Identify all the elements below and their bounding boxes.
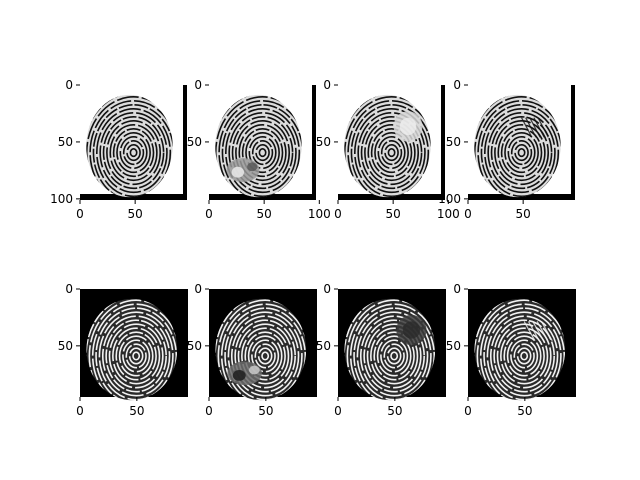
subplot-r1-c1: 0 50 0 50 100 xyxy=(50,78,187,221)
y-tick-label: 0 xyxy=(323,78,331,92)
y-tick-label: 50 xyxy=(58,339,73,353)
fingerprint-image xyxy=(344,298,436,401)
x-tick-label: 0 xyxy=(76,207,84,221)
y-tick-label: 50 xyxy=(187,135,202,149)
x-tick-label: 50 xyxy=(258,404,273,418)
y-tick-label: 50 xyxy=(316,135,331,149)
x-tick-label: 50 xyxy=(129,404,144,418)
subplot-r2-c3: 0 50 0 50 xyxy=(316,282,446,418)
fingerprint-image xyxy=(86,298,178,401)
x-tick-label: 0 xyxy=(334,207,342,221)
y-tick-label: 0 xyxy=(194,78,202,92)
x-tick-label: 50 xyxy=(387,404,402,418)
x-tick-label: 0 xyxy=(464,207,472,221)
fingerprint-image xyxy=(474,298,566,401)
y-tick-label: 0 xyxy=(65,78,73,92)
border-strip-right xyxy=(441,85,445,200)
y-tick-label: 50 xyxy=(58,135,73,149)
y-tick-label: 0 xyxy=(453,78,461,92)
subplot-r1-c3: 0 50 100 0 50 xyxy=(316,78,460,221)
x-tick-label: 100 xyxy=(308,207,331,221)
x-tick-label: 50 xyxy=(386,207,401,221)
x-tick-label: 0 xyxy=(76,404,84,418)
subplot-r2-c1: 0 50 0 50 xyxy=(58,282,188,418)
y-tick-label: 50 xyxy=(187,339,202,353)
y-tick-label: 0 xyxy=(194,282,202,296)
fingerprint-image xyxy=(474,94,561,198)
y-tick-label: 50 xyxy=(316,339,331,353)
fingerprint-image xyxy=(215,94,302,198)
y-tick-label: 50 xyxy=(446,339,461,353)
subplot-r1-c2: 0 50 100 0 50 xyxy=(187,78,331,221)
subplot-r2-c4: 0 50 0 50 xyxy=(446,282,576,418)
x-tick-label: 0 xyxy=(464,404,472,418)
border-strip-right xyxy=(183,85,187,200)
x-tick-label: 100 xyxy=(437,207,460,221)
subplot-r2-c2: 0 50 0 50 xyxy=(187,282,317,418)
x-tick-label: 50 xyxy=(517,404,532,418)
y-tick-label: 100 xyxy=(50,192,73,206)
x-tick-label: 50 xyxy=(257,207,272,221)
y-tick-label: 100 xyxy=(438,192,461,206)
subplot-r1-c4: 0 50 0 50 100 xyxy=(438,78,575,221)
x-tick-label: 50 xyxy=(128,207,143,221)
fingerprint-image xyxy=(215,298,307,401)
border-strip-right xyxy=(312,85,316,200)
border-strip-right xyxy=(571,85,575,200)
x-tick-label: 0 xyxy=(205,404,213,418)
y-tick-label: 0 xyxy=(453,282,461,296)
x-tick-label: 50 xyxy=(516,207,531,221)
y-tick-label: 0 xyxy=(65,282,73,296)
fingerprint-image xyxy=(344,94,431,198)
x-tick-label: 0 xyxy=(205,207,213,221)
y-tick-label: 50 xyxy=(446,135,461,149)
fingerprint-image xyxy=(86,94,173,198)
y-tick-label: 0 xyxy=(323,282,331,296)
x-tick-label: 0 xyxy=(334,404,342,418)
